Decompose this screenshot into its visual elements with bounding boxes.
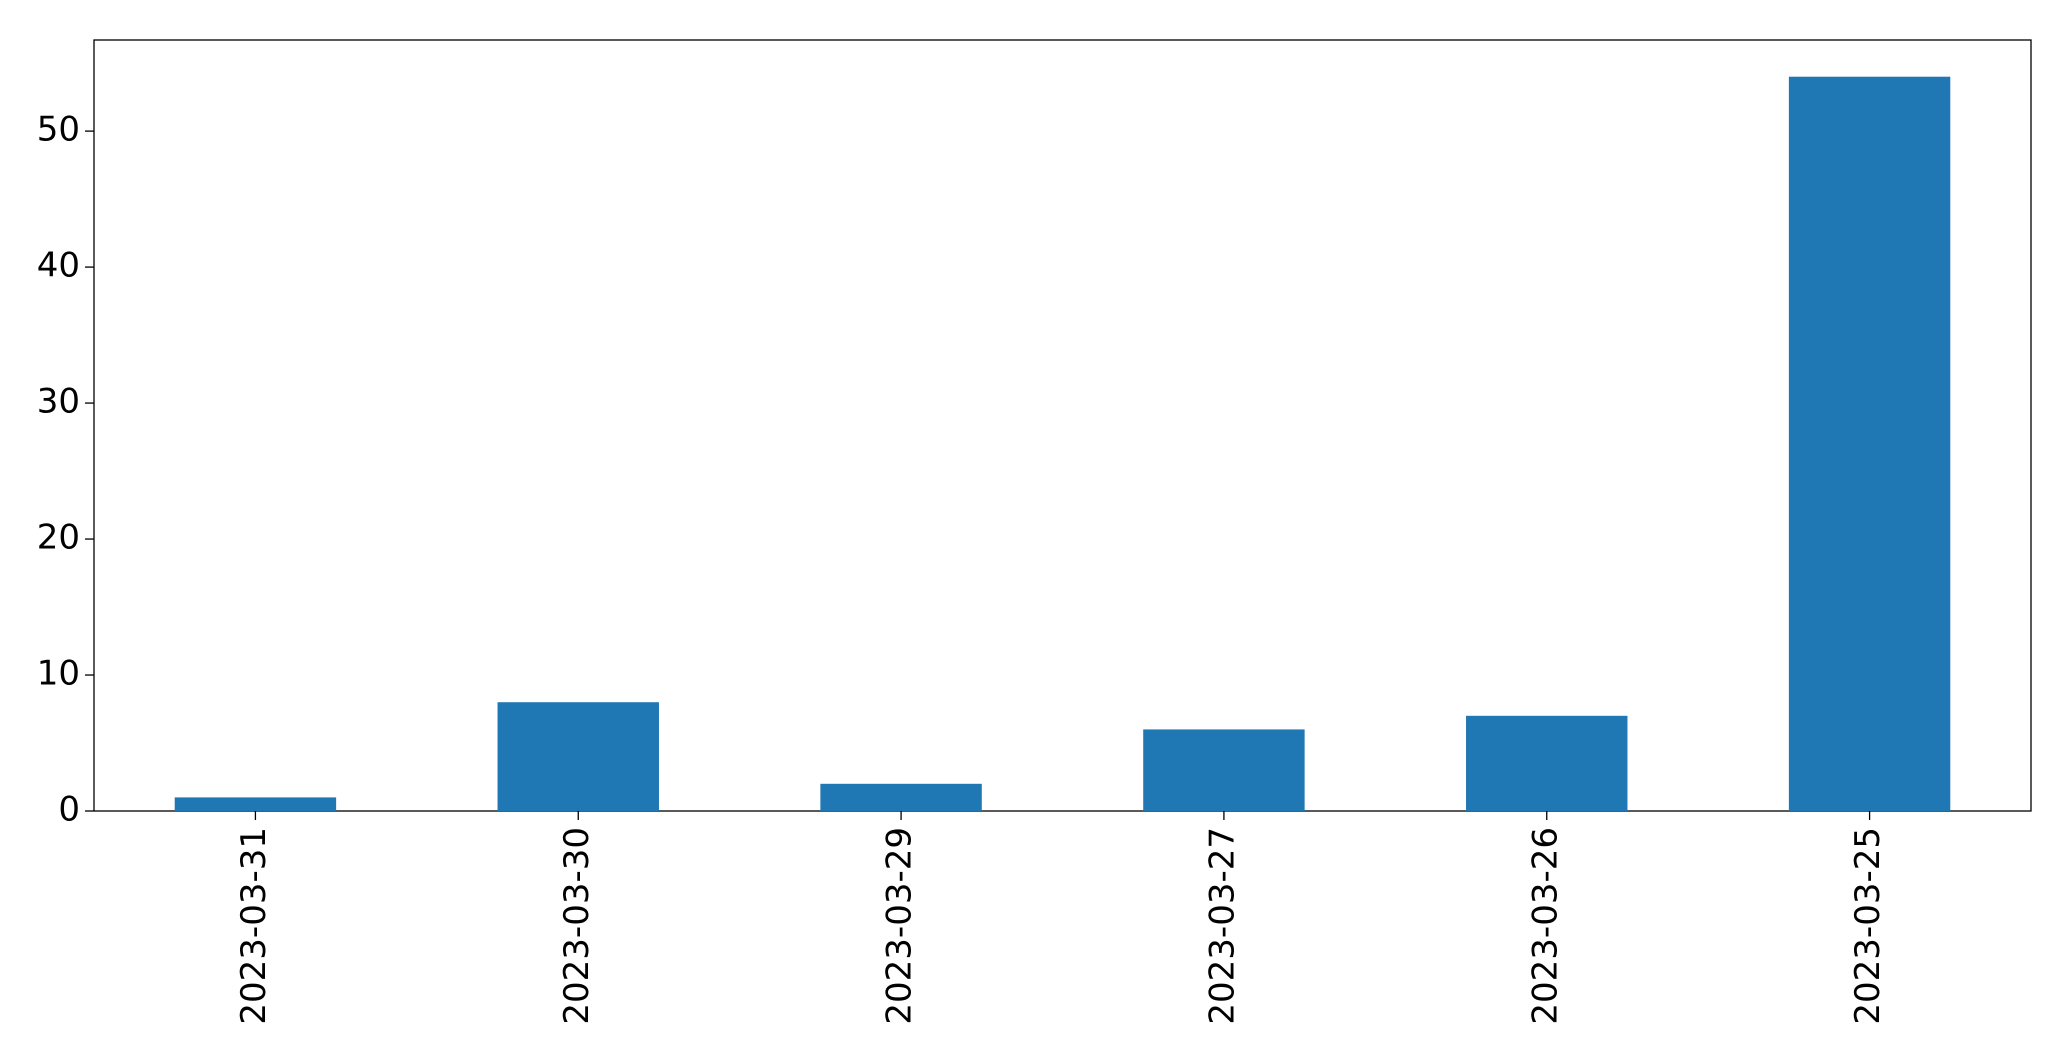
y-tick-label: 50 [37,110,80,150]
x-tick-label: 2023-03-29 [880,827,920,1025]
bar [1143,729,1305,811]
y-tick-label: 30 [37,382,80,422]
y-tick-label: 20 [37,518,80,558]
y-tick-label: 10 [37,654,80,694]
bar [1788,76,1951,811]
x-tick-label: 2023-03-25 [1848,827,1888,1025]
y-tick-label: 40 [37,246,80,286]
x-tick-label: 2023-03-26 [1525,827,1565,1025]
bar [497,702,659,811]
bar [1466,715,1628,811]
plot-frame [93,39,2032,812]
x-tick-label: 2023-03-31 [234,827,274,1025]
x-tick-label: 2023-03-30 [557,827,597,1025]
y-tick-label: 0 [58,790,80,830]
x-tick-label: 2023-03-27 [1202,827,1242,1025]
bar [174,797,337,811]
bar [820,783,982,811]
